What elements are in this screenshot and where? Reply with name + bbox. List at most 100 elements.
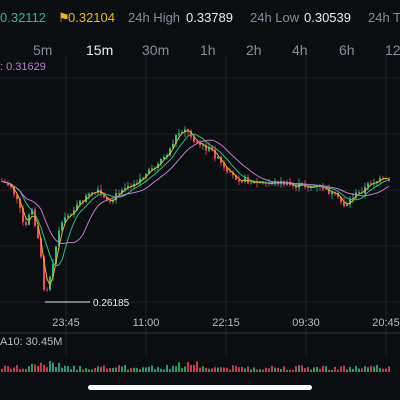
candle-body	[172, 143, 174, 149]
volume-bar	[214, 367, 216, 372]
volume-bar	[331, 369, 333, 372]
chart-grid	[0, 56, 400, 356]
volume-bar	[268, 368, 270, 372]
candle-body	[70, 214, 72, 216]
volume-bar	[289, 369, 291, 372]
volume-bar	[301, 365, 303, 372]
candle-body	[187, 129, 189, 131]
candle-body	[184, 129, 186, 133]
volume-bar	[67, 366, 69, 372]
volume-bar	[295, 366, 297, 372]
volume-bar	[352, 368, 354, 372]
candle-body	[382, 177, 384, 179]
volume-bar	[256, 369, 258, 372]
volume-bar	[226, 367, 228, 372]
volume-bar	[250, 369, 252, 372]
volume-bar	[244, 368, 246, 372]
volume-bar	[235, 365, 237, 372]
volume-bar	[343, 365, 345, 372]
candle-body	[61, 222, 63, 231]
candle-body	[175, 135, 177, 144]
volume-bar	[7, 366, 9, 372]
volume-bar	[385, 368, 387, 372]
volume-bar	[10, 368, 12, 372]
candle-body	[178, 133, 180, 136]
mark-price: 0.32104	[68, 10, 115, 25]
candle-body	[13, 186, 15, 195]
volume-bar	[142, 367, 144, 372]
volume-bar	[28, 366, 30, 372]
low-label: 24h Low	[250, 10, 300, 25]
volume-bar	[361, 368, 363, 372]
volume-bar	[124, 365, 126, 372]
volume-bar	[151, 365, 153, 372]
volume-bar	[58, 362, 60, 372]
volume-bar	[205, 367, 207, 372]
volume-bar	[319, 368, 321, 372]
last-price: 0.32112	[0, 10, 47, 25]
home-indicator[interactable]	[88, 385, 312, 390]
candle-body	[151, 168, 153, 170]
volume-bar	[313, 367, 315, 372]
candle-body	[343, 201, 345, 207]
tab-5m[interactable]: 5m	[33, 42, 53, 58]
volume-bar	[64, 365, 66, 372]
tab-12h[interactable]: 12	[385, 42, 400, 58]
volume-bar	[106, 368, 108, 372]
volume-bar	[217, 367, 219, 372]
volume-bar	[220, 367, 222, 372]
candle-body	[322, 186, 324, 190]
ma-line	[1, 133, 390, 267]
tab-30m[interactable]: 30m	[142, 42, 170, 58]
time-label: 11:00	[133, 317, 160, 329]
candle-body	[193, 136, 195, 142]
tab-1h[interactable]: 1h	[200, 42, 216, 58]
candle-body	[223, 163, 225, 168]
candle-body	[337, 193, 339, 197]
volume-bar	[118, 365, 120, 372]
candle-body	[166, 155, 168, 157]
candle-body	[109, 200, 111, 202]
time-axis: 23:45 11:00 22:15 09:30 20:45	[52, 317, 400, 329]
volume-bar	[157, 367, 159, 372]
candle-body	[253, 181, 255, 183]
volume-bar	[154, 369, 156, 372]
volume-bar	[43, 364, 45, 372]
candle-body	[91, 192, 93, 194]
candle-body	[208, 146, 210, 151]
candle-body	[124, 188, 126, 190]
candle-body	[10, 185, 12, 187]
candle-body	[244, 177, 246, 182]
volume-bar	[373, 366, 375, 372]
volume-bar	[115, 367, 117, 372]
turnover-label: 24h Tu	[368, 10, 400, 25]
volume-bar	[223, 367, 225, 372]
volume-bar	[187, 362, 189, 372]
candle-body	[250, 182, 252, 184]
tab-6h[interactable]: 6h	[339, 42, 355, 58]
candle-body	[181, 132, 183, 134]
tab-4h[interactable]: 4h	[292, 42, 308, 58]
tab-2h[interactable]: 2h	[246, 42, 262, 58]
volume-bar	[100, 366, 102, 372]
candle-body	[76, 204, 78, 211]
time-label: 20:45	[372, 317, 400, 329]
volume-bar	[139, 369, 141, 372]
volume-bar	[310, 369, 312, 372]
candlestick-chart[interactable]: 0.26185 23:45 11:00 22:15 09:30 20:45	[0, 56, 400, 376]
volume-bar	[109, 368, 111, 372]
volume-bar	[166, 364, 168, 372]
candle-body	[238, 179, 240, 182]
volume-bar	[25, 368, 27, 372]
candle-body	[55, 246, 57, 264]
candle-body	[202, 144, 204, 146]
candle-body	[229, 171, 231, 173]
volume-label: A10: 30.45M	[0, 336, 63, 348]
volume-bar	[127, 369, 129, 372]
candle-body	[214, 149, 216, 159]
candle-body	[265, 182, 267, 184]
volume-bar	[277, 367, 279, 372]
tab-15m[interactable]: 15m	[86, 42, 114, 58]
volume-bar	[364, 366, 366, 372]
volume-bar	[103, 365, 105, 372]
